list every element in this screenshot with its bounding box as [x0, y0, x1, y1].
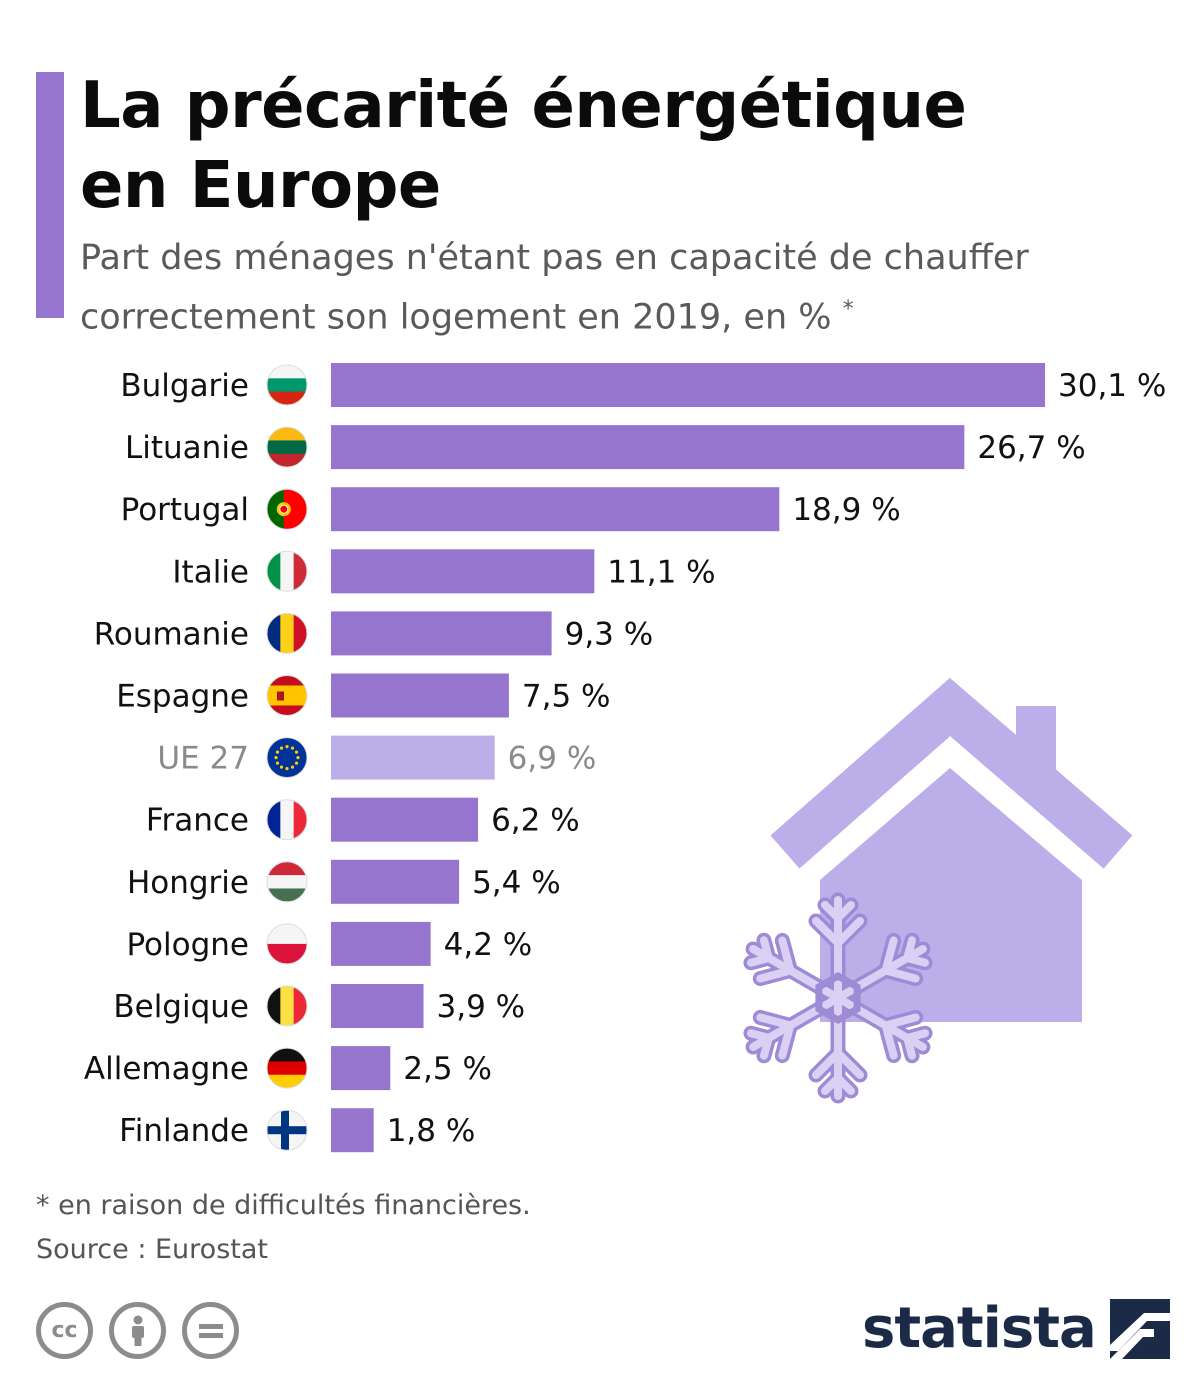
value-label: 30,1 %	[1058, 368, 1166, 404]
category-label: UE 27	[157, 741, 249, 777]
bar-row: Hongrie 5,4 %	[127, 859, 561, 904]
subtitle-footnote-mark: *	[842, 297, 854, 322]
value-label: 5,4 %	[472, 865, 561, 901]
bar	[331, 673, 509, 718]
portugal-flag	[266, 488, 308, 530]
bar	[331, 984, 424, 1028]
statista-brand[interactable]: statista	[862, 1296, 1170, 1361]
bar-row: Bulgarie 30,1 %	[120, 363, 1166, 407]
germany-flag	[266, 1047, 308, 1089]
source-note: Source : Eurostat	[36, 1234, 268, 1265]
bar-row: France 6,2 %	[146, 797, 580, 842]
subtitle-line-2: correctement son logement en 2019, en % …	[80, 284, 1170, 344]
statista-wordmark: statista	[862, 1296, 1097, 1361]
bar	[331, 859, 460, 904]
attribution-icon[interactable]	[109, 1302, 166, 1359]
spain-flag	[266, 675, 308, 716]
category-label: Allemagne	[84, 1051, 249, 1087]
category-label: Portugal	[121, 492, 249, 528]
bar	[331, 735, 495, 780]
category-label: Finlande	[119, 1113, 249, 1149]
bar	[331, 487, 780, 532]
bar-row: Roumanie 9,3 %	[94, 611, 654, 656]
poland-flag	[266, 923, 308, 965]
romania-flag	[266, 612, 308, 654]
bar-row: Belgique 3,9 %	[113, 984, 525, 1028]
subtitle-line-2-text: correctement son logement en 2019, en %	[80, 297, 832, 338]
value-label: 6,9 %	[508, 741, 597, 777]
category-label: France	[146, 803, 249, 839]
bar-row: Lituanie 26,7 %	[125, 425, 1086, 470]
bulgaria-flag	[266, 364, 308, 406]
license-icons: cc	[36, 1302, 239, 1359]
value-label: 9,3 %	[565, 616, 654, 652]
bar-row: Pologne 4,2 %	[126, 921, 533, 966]
chart-subtitle: Part des ménages n'étant pas en capacité…	[80, 232, 1170, 344]
bar-row: UE 27 6,9 %	[157, 735, 597, 780]
bar-row: Finlande 1,8 %	[119, 1108, 476, 1153]
bar	[331, 921, 431, 966]
category-label: Roumanie	[94, 616, 249, 652]
bar-row: Italie 11,1 %	[172, 549, 716, 594]
value-label: 11,1 %	[607, 554, 715, 590]
bar	[331, 549, 595, 594]
finland-flag	[266, 1109, 308, 1151]
value-label: 4,2 %	[444, 927, 533, 963]
cold-house-illustration	[743, 677, 1133, 1104]
bar-row: Espagne 7,5 %	[116, 673, 611, 718]
value-label: 3,9 %	[437, 989, 526, 1025]
subtitle-line-1: Part des ménages n'étant pas en capacité…	[80, 238, 1029, 278]
value-label: 1,8 %	[387, 1113, 476, 1149]
bar	[331, 1108, 374, 1153]
title-line-2: en Europe	[80, 149, 441, 223]
bar	[331, 797, 479, 842]
footnote: * en raison de difficultés financières.	[36, 1190, 531, 1221]
title-line-1: La précarité énergétique	[80, 69, 967, 143]
value-label: 6,2 %	[491, 803, 580, 839]
value-label: 7,5 %	[522, 679, 611, 715]
category-label: Pologne	[126, 927, 249, 963]
bar	[331, 425, 965, 470]
statista-logo-icon	[1109, 1298, 1170, 1359]
bar-row: Portugal 18,9 %	[121, 487, 901, 532]
italy-flag	[266, 550, 308, 592]
france-flag	[266, 799, 308, 841]
no-derivatives-icon[interactable]	[182, 1302, 239, 1359]
creative-commons-icon[interactable]: cc	[36, 1302, 93, 1359]
category-label: Belgique	[113, 989, 249, 1025]
category-label: Lituanie	[125, 430, 249, 466]
value-label: 26,7 %	[977, 430, 1085, 466]
belgium-flag	[266, 985, 308, 1027]
bar-row: Allemagne 2,5 %	[84, 1046, 492, 1091]
bar-chart: Bulgarie 30,1 % Lituanie 26,7 % Portugal 18,9…	[84, 363, 1166, 1153]
value-label: 2,5 %	[403, 1051, 492, 1087]
bar	[331, 611, 552, 656]
bar	[331, 363, 1045, 407]
category-label: Italie	[172, 554, 249, 590]
category-label: Espagne	[116, 679, 249, 715]
accent-bar	[36, 72, 64, 318]
hungary-flag	[266, 861, 308, 903]
category-label: Hongrie	[127, 865, 249, 901]
value-label: 18,9 %	[792, 492, 900, 528]
eu-flag	[266, 737, 308, 779]
snowflake-icon	[743, 892, 933, 1104]
chart-title: La précarité énergétique en Europe	[80, 66, 1160, 226]
bar	[331, 1046, 391, 1091]
category-label: Bulgarie	[120, 368, 249, 404]
lithuania-flag	[266, 426, 308, 468]
